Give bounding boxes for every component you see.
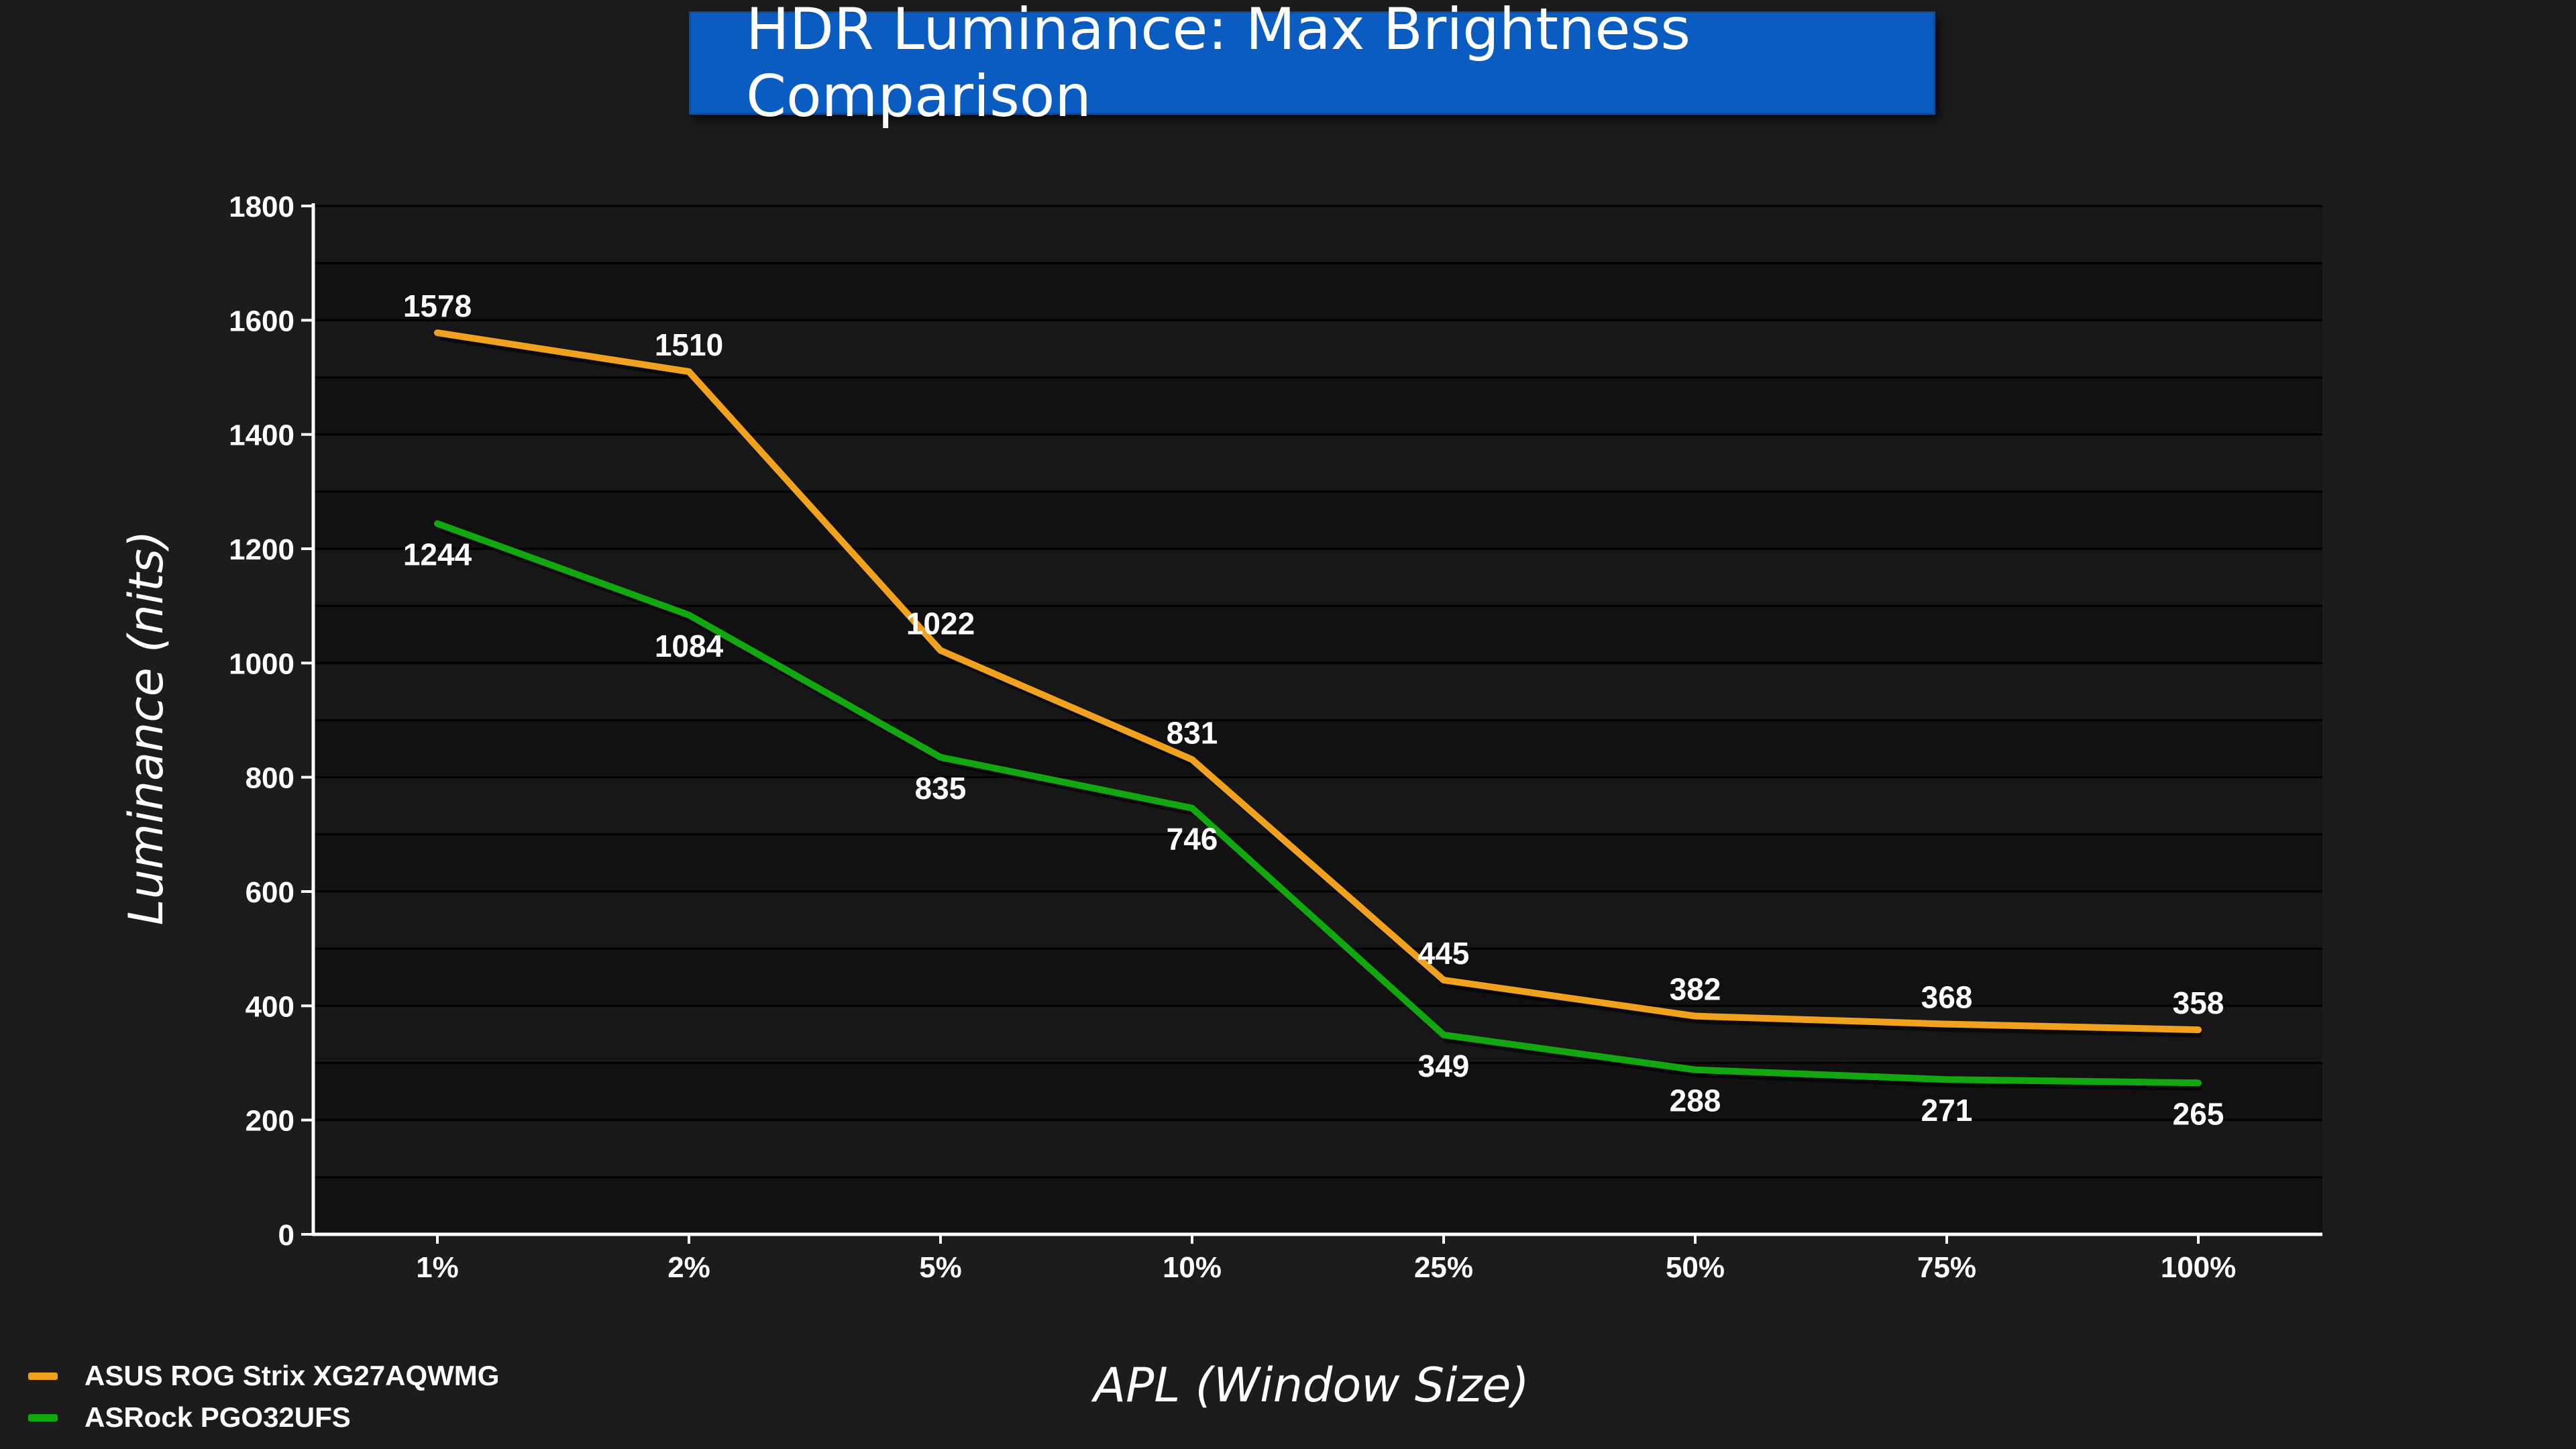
- y-tick-label: 200: [246, 1105, 294, 1138]
- x-tick-label: 2%: [667, 1251, 710, 1284]
- x-tick-label: 75%: [1917, 1251, 1976, 1284]
- y-tick-label: 0: [278, 1219, 294, 1252]
- x-axis-label: APL (Window Size): [1093, 1358, 1529, 1413]
- data-label: 368: [1921, 980, 1973, 1015]
- legend-item-asus: ASUS ROG Strix XG27AQWMG: [28, 1355, 499, 1397]
- data-label: 1578: [403, 288, 472, 323]
- plot-band: [313, 320, 2322, 378]
- y-tick-label: 1600: [229, 305, 294, 337]
- legend-swatch-asrock: [28, 1413, 58, 1421]
- chart-title-box: HDR Luminance: Max Brightness Comparison: [689, 0, 1935, 130]
- plot-band: [313, 720, 2322, 777]
- legend: ASUS ROG Strix XG27AQWMG ASRock PGO32UFS: [28, 1355, 499, 1438]
- data-label: 265: [2173, 1096, 2224, 1131]
- plot-band: [313, 491, 2322, 549]
- chart-title: HDR Luminance: Max Brightness Comparison: [746, 0, 1690, 130]
- series-line-asrock: [434, 520, 2202, 1087]
- plot-band: [313, 949, 2322, 1006]
- y-tick-label: 1400: [229, 419, 294, 452]
- plot-band: [313, 1120, 2322, 1177]
- data-label: 1084: [655, 629, 724, 663]
- legend-label-asrock: ASRock PGO32UFS: [85, 1401, 351, 1433]
- legend-item-asrock: ASRock PGO32UFS: [28, 1397, 499, 1438]
- legend-label-asus: ASUS ROG Strix XG27AQWMG: [85, 1360, 500, 1391]
- x-tick-label: 100%: [2161, 1251, 2237, 1284]
- data-label: 831: [1167, 715, 1218, 750]
- data-label: 746: [1167, 822, 1218, 857]
- plot-band: [313, 434, 2322, 492]
- data-label: 835: [915, 771, 967, 806]
- plot-band: [313, 206, 2322, 264]
- data-label: 271: [1921, 1093, 1973, 1128]
- data-label: 358: [2173, 985, 2224, 1020]
- data-label: 288: [1670, 1083, 1721, 1118]
- plot-band: [313, 1177, 2322, 1234]
- data-label: 382: [1670, 972, 1721, 1007]
- plot-band: [313, 777, 2322, 835]
- y-tick-label: 400: [246, 990, 294, 1023]
- x-tick-label: 1%: [416, 1251, 459, 1284]
- x-tick-label: 50%: [1666, 1251, 1725, 1284]
- data-label: 1022: [906, 606, 975, 641]
- data-label: 445: [1418, 936, 1470, 971]
- x-tick-label: 5%: [919, 1251, 962, 1284]
- y-tick-label: 1800: [229, 191, 294, 223]
- plot-band: [313, 606, 2322, 663]
- y-axis-label: Luminance (nits): [119, 530, 174, 926]
- data-label: 1510: [655, 327, 723, 362]
- series-line-asus: [434, 329, 2202, 1034]
- x-tick-label: 25%: [1414, 1251, 1473, 1284]
- legend-swatch-asus: [28, 1372, 58, 1380]
- y-tick-label: 1200: [229, 533, 294, 566]
- plot-band: [313, 834, 2322, 892]
- plot-band: [313, 1006, 2322, 1063]
- plot-band: [313, 263, 2322, 321]
- y-tick-label: 800: [246, 762, 294, 795]
- data-label: 349: [1418, 1049, 1470, 1083]
- data-label: 1244: [403, 537, 472, 572]
- plot-band: [313, 663, 2322, 720]
- plot-band: [313, 549, 2322, 606]
- x-tick-label: 10%: [1163, 1251, 1222, 1284]
- y-tick-label: 1000: [229, 647, 294, 680]
- plot-band: [313, 1063, 2322, 1120]
- plot-band: [313, 377, 2322, 435]
- y-tick-label: 600: [246, 876, 294, 909]
